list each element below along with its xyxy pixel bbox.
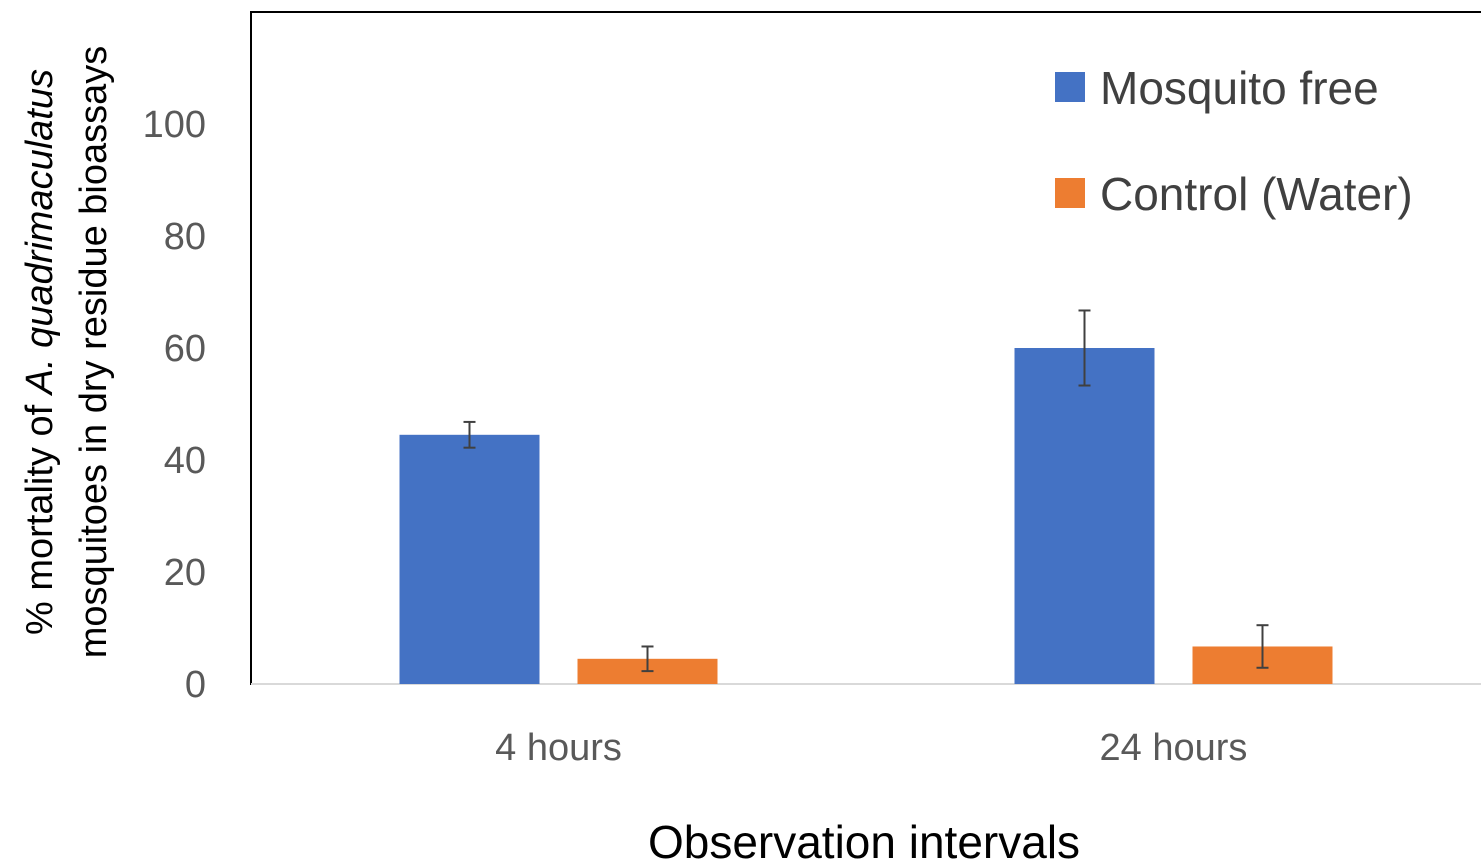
x-tick-label: 24 hours <box>1100 727 1248 769</box>
y-tick-label: 0 <box>185 664 206 706</box>
legend-swatch <box>1055 178 1085 208</box>
legend: Mosquito free Control (Water) <box>1055 62 1413 220</box>
y-axis-title-species: A. quadrimaculatus <box>19 69 61 396</box>
y-axis-title: % mortality of A. quadrimaculatus mosqui… <box>19 46 115 659</box>
legend-swatch <box>1055 72 1085 102</box>
x-tick-label: 4 hours <box>495 727 622 769</box>
y-tick-labels: 0 20 40 60 80 100 <box>143 104 206 706</box>
bar <box>1014 348 1155 684</box>
y-tick-label: 60 <box>164 328 206 370</box>
x-tick-labels: 4 hours 24 hours <box>495 727 1247 769</box>
y-tick-label: 80 <box>164 216 206 258</box>
legend-label: Control (Water) <box>1100 168 1413 220</box>
y-axis-title-prefix: % mortality of <box>19 394 61 635</box>
y-tick-label: 40 <box>164 440 206 482</box>
y-tick-label: 20 <box>164 552 206 594</box>
y-tick-label: 100 <box>143 104 206 146</box>
x-axis-title: Observation intervals <box>648 816 1080 865</box>
y-axis-title-line1: % mortality of A. quadrimaculatus <box>19 69 61 635</box>
bars-group <box>399 309 1333 684</box>
y-axis-title-line2: mosquitoes in dry residue bioassays <box>73 46 115 659</box>
bar <box>399 434 540 684</box>
legend-label: Mosquito free <box>1100 62 1379 114</box>
